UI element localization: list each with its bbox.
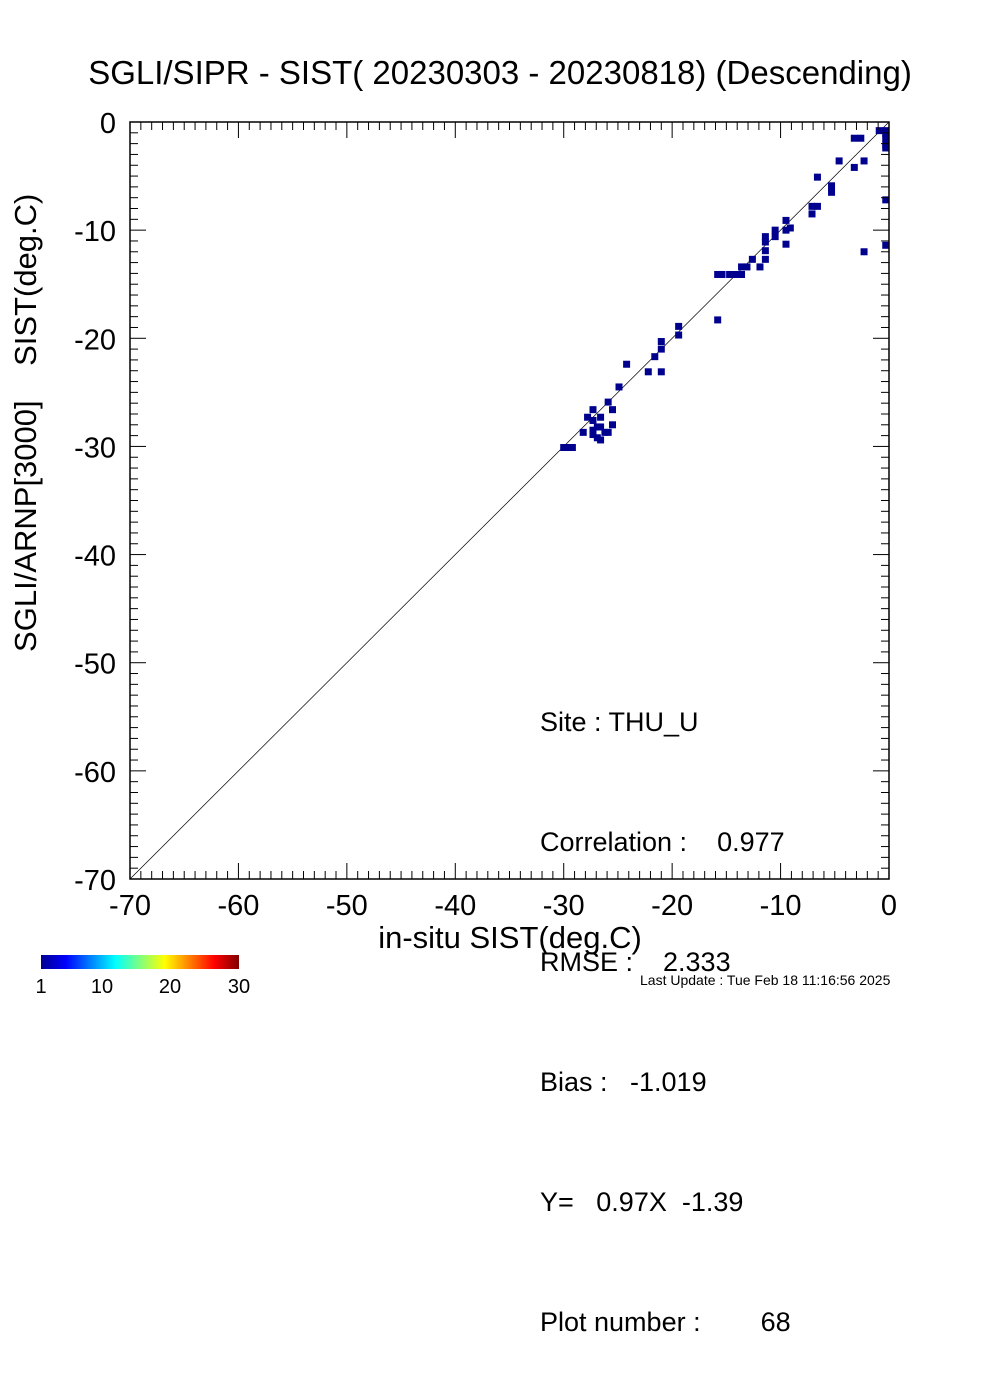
data-point <box>609 421 617 429</box>
stats-panel: Site : THU_U Correlation : 0.977 RMSE : … <box>540 622 791 1382</box>
data-point <box>718 270 726 278</box>
data-point <box>761 247 769 255</box>
data-point <box>560 444 568 452</box>
data-point <box>882 130 890 138</box>
data-point <box>782 226 790 234</box>
y-tick-label: -40 <box>74 541 116 573</box>
data-point <box>771 226 779 234</box>
data-point <box>615 383 623 391</box>
data-point <box>568 444 576 452</box>
data-point <box>589 431 597 439</box>
x-axis-label: in-situ SIST(deg.C) <box>378 920 642 955</box>
x-tick-label: -20 <box>651 890 693 922</box>
data-point <box>675 322 683 330</box>
stat-correlation: Correlation : 0.977 <box>540 827 785 857</box>
data-point <box>589 406 597 414</box>
colorbar-tick-label: 30 <box>227 976 251 998</box>
data-point <box>756 263 764 271</box>
data-point <box>882 144 890 152</box>
data-point <box>714 316 722 324</box>
data-point <box>589 416 597 424</box>
data-point <box>748 255 756 263</box>
data-point <box>738 263 746 271</box>
data-point <box>675 331 683 339</box>
data-point <box>761 233 769 241</box>
data-point <box>808 210 816 218</box>
data-point <box>743 263 751 271</box>
data-point <box>857 134 865 142</box>
data-point <box>882 134 890 142</box>
plot-frame <box>129 121 890 880</box>
data-point <box>850 134 858 142</box>
data-point <box>657 338 665 346</box>
data-point <box>808 202 816 210</box>
data-point <box>604 428 612 436</box>
colorbar-tick-label: 1 <box>35 976 47 998</box>
x-tick-label: -70 <box>109 890 151 922</box>
y-tick-label: -60 <box>74 757 116 789</box>
data-point <box>604 398 612 406</box>
data-point <box>761 255 769 263</box>
data-point <box>761 238 769 246</box>
data-point <box>813 202 821 210</box>
data-point <box>584 413 592 421</box>
x-tick-label: -50 <box>326 890 368 922</box>
data-point <box>835 157 843 165</box>
data-point <box>782 240 790 248</box>
data-point <box>771 233 779 241</box>
data-point <box>597 423 605 431</box>
stat-site: Site : THU_U <box>540 707 699 737</box>
chart-title: SGLI/SIPR - SIST( 20230303 - 20230818) (… <box>88 54 912 91</box>
data-point <box>726 270 734 278</box>
data-point <box>782 216 790 224</box>
y-tick-label: -20 <box>74 324 116 356</box>
y-axis-label-line1: SGLI/ARNP[3000] <box>8 400 43 652</box>
last-update-text: Last Update : Tue Feb 18 11:16:56 2025 <box>640 972 891 988</box>
y-tick-label: -10 <box>74 216 116 248</box>
y-axis-label-line2: SIST(deg.C) <box>8 193 43 366</box>
colorbar <box>41 955 239 969</box>
data-point <box>651 353 659 361</box>
stat-bias: Bias : -1.019 <box>540 1067 707 1097</box>
x-tick-label: -40 <box>434 890 476 922</box>
data-point <box>644 368 652 376</box>
colorbar-tick-label: 10 <box>90 976 114 998</box>
x-tick-label: 0 <box>881 890 897 922</box>
data-point <box>850 163 858 171</box>
stat-plot-number: Plot number : 68 <box>540 1307 791 1337</box>
data-point <box>657 345 665 353</box>
y-tick-label: -70 <box>74 865 116 897</box>
colorbar-tick-label: 20 <box>158 976 182 998</box>
data-point <box>657 368 665 376</box>
data-point <box>828 182 836 190</box>
y-axis-label-gap <box>8 366 43 400</box>
data-point <box>589 426 597 434</box>
data-point <box>597 413 605 421</box>
data-point <box>623 360 631 368</box>
data-point <box>564 444 572 452</box>
data-point <box>860 157 868 165</box>
data-point <box>609 406 617 414</box>
data-point <box>860 248 868 256</box>
data-point <box>813 173 821 181</box>
x-tick-label: -30 <box>543 890 585 922</box>
data-point <box>714 270 722 278</box>
data-point <box>882 241 890 249</box>
data-point <box>875 127 883 135</box>
y-tick-label: -30 <box>74 432 116 464</box>
data-point <box>732 270 740 278</box>
scatter-chart: -70 -60 -50 -40 -30 -20 -10 0 -70 -60 -50 -40 -30 -20… <box>41 108 897 969</box>
data-point <box>738 270 746 278</box>
y-tick-label: -50 <box>74 649 116 681</box>
data-point <box>882 196 890 204</box>
y-tick-label: 0 <box>100 108 116 140</box>
x-tick-label: -60 <box>217 890 259 922</box>
stat-fit: Y= 0.97X -1.39 <box>540 1187 744 1217</box>
data-point <box>579 428 587 436</box>
stat-rmse: RMSE : 2.333 <box>540 947 731 977</box>
x-tick-label: -10 <box>760 890 802 922</box>
data-point <box>597 436 605 444</box>
data-point <box>786 224 794 232</box>
data-point <box>828 188 836 196</box>
